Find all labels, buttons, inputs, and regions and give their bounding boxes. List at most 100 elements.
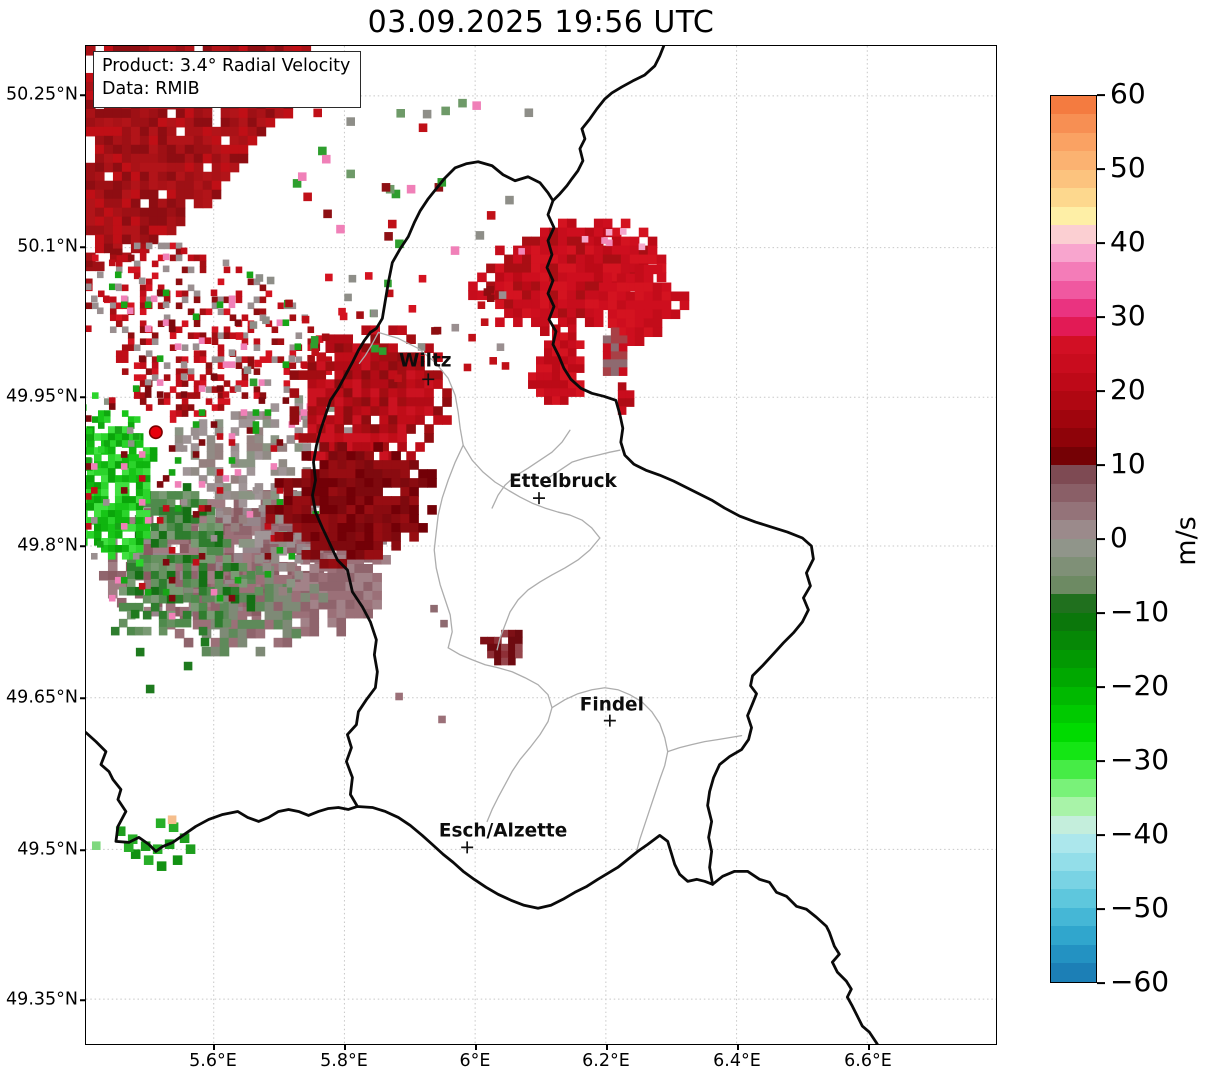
city-labels: Wiltz Ettelbruck Findel Esch/Alzette bbox=[399, 350, 644, 854]
colorbar-tick-label: 30 bbox=[1110, 299, 1146, 333]
radar-echo-cells bbox=[86, 46, 690, 871]
colorbar-segment bbox=[1051, 889, 1096, 908]
colorbar-segment bbox=[1051, 225, 1096, 244]
colorbar-segment bbox=[1051, 206, 1096, 226]
colorbar-segment bbox=[1051, 612, 1096, 632]
colorbar-tick-mark bbox=[1097, 94, 1105, 96]
colorbar-tick-mark bbox=[1097, 760, 1105, 762]
colorbar-segment bbox=[1051, 317, 1096, 336]
lat-tick-mark bbox=[80, 396, 85, 398]
lon-tick-label: 6°E bbox=[459, 1051, 491, 1071]
colorbar-segment bbox=[1051, 96, 1096, 115]
lon-tick-label: 5.8°E bbox=[320, 1051, 368, 1071]
colorbar-tick-label: −30 bbox=[1110, 743, 1170, 777]
colorbar-tick-mark bbox=[1097, 538, 1105, 540]
colorbar-tick-label: −20 bbox=[1110, 669, 1170, 703]
product-label: Product: 3.4° Radial Velocity bbox=[102, 56, 351, 76]
colorbar-tick-label: 60 bbox=[1110, 77, 1146, 111]
colorbar-segment bbox=[1051, 409, 1096, 429]
colorbar-tick-mark bbox=[1097, 464, 1105, 466]
france-germany-border bbox=[711, 869, 879, 1044]
colorbar-segment bbox=[1051, 649, 1096, 669]
lat-tick-mark bbox=[80, 849, 85, 851]
colorbar-segment bbox=[1051, 151, 1096, 170]
colorbar-tick-label: 50 bbox=[1110, 151, 1146, 185]
colorbar-segment bbox=[1051, 686, 1096, 705]
colorbar-segment bbox=[1051, 723, 1096, 742]
colorbar-segment bbox=[1051, 446, 1096, 466]
city-label: Ettelbruck bbox=[509, 471, 617, 492]
colorbar-tick-mark bbox=[1097, 316, 1105, 318]
colorbar-segment bbox=[1051, 335, 1096, 355]
lat-tick-mark bbox=[80, 697, 85, 699]
radar-map-canvas: Wiltz Ettelbruck Findel Esch/Alzette bbox=[86, 46, 996, 1044]
lon-tick-label: 6.4°E bbox=[713, 1051, 761, 1071]
lat-tick-mark bbox=[80, 246, 85, 248]
colorbar bbox=[1050, 95, 1097, 983]
lon-tick-label: 6.6°E bbox=[844, 1051, 892, 1071]
colorbar-segment bbox=[1051, 778, 1096, 798]
colorbar-tick-mark bbox=[1097, 908, 1105, 910]
colorbar-tick-label: −60 bbox=[1110, 965, 1170, 999]
colorbar-segment bbox=[1051, 852, 1096, 872]
lat-tick-label: 50.25°N bbox=[6, 84, 78, 105]
lon-tick-label: 5.6°E bbox=[189, 1051, 237, 1071]
colorbar-tick-label: −50 bbox=[1110, 891, 1170, 925]
lon-tick-mark bbox=[213, 1045, 215, 1050]
city-label: Wiltz bbox=[399, 350, 452, 371]
map-panel: Wiltz Ettelbruck Findel Esch/Alzette Produc… bbox=[85, 45, 997, 1045]
radar-site-marker bbox=[145, 421, 167, 443]
colorbar-segment bbox=[1051, 280, 1096, 299]
lat-tick-mark bbox=[80, 94, 85, 96]
figure-title: 03.09.2025 19:56 UTC bbox=[367, 5, 715, 40]
colorbar-segment bbox=[1051, 188, 1096, 207]
lat-tick-label: 49.35°N bbox=[6, 989, 78, 1010]
colorbar-tick-label: 20 bbox=[1110, 373, 1146, 407]
colorbar-segment bbox=[1051, 391, 1096, 410]
colorbar-segment bbox=[1051, 483, 1096, 502]
colorbar-tick-label: 10 bbox=[1110, 447, 1146, 481]
lat-tick-label: 49.95°N bbox=[6, 386, 78, 407]
colorbar-segment bbox=[1051, 557, 1096, 576]
lon-tick-label: 6.2°E bbox=[582, 1051, 630, 1071]
colorbar-segment bbox=[1051, 262, 1096, 281]
colorbar-segment bbox=[1051, 372, 1096, 392]
colorbar-segment bbox=[1051, 907, 1096, 927]
colorbar-unit-label: m/s bbox=[1171, 516, 1202, 566]
colorbar-segment bbox=[1051, 704, 1096, 724]
lat-tick-label: 50.1°N bbox=[17, 236, 78, 257]
colorbar-tick-mark bbox=[1097, 686, 1105, 688]
lon-tick-mark bbox=[344, 1045, 346, 1050]
colorbar-segment bbox=[1051, 132, 1096, 152]
colorbar-tick-label: −10 bbox=[1110, 595, 1170, 629]
colorbar-segment bbox=[1051, 428, 1096, 447]
colorbar-tick-mark bbox=[1097, 242, 1105, 244]
colorbar-segment bbox=[1051, 520, 1096, 539]
colorbar-tick-label: 40 bbox=[1110, 225, 1146, 259]
colorbar-segment bbox=[1051, 354, 1096, 373]
colorbar-segment bbox=[1051, 243, 1096, 263]
colorbar-tick-mark bbox=[1097, 612, 1105, 614]
colorbar-segment bbox=[1051, 760, 1096, 779]
colorbar-segment bbox=[1051, 575, 1096, 595]
lon-tick-mark bbox=[868, 1045, 870, 1050]
colorbar-segment bbox=[1051, 944, 1096, 964]
lon-tick-mark bbox=[475, 1045, 477, 1050]
colorbar-segment bbox=[1051, 871, 1096, 890]
colorbar-segment bbox=[1051, 834, 1096, 853]
colorbar-segment bbox=[1051, 538, 1096, 558]
luxembourg-border bbox=[311, 160, 815, 910]
lat-tick-mark bbox=[80, 545, 85, 547]
colorbar-segment bbox=[1051, 501, 1096, 521]
city-marker bbox=[533, 492, 545, 505]
lon-tick-mark bbox=[737, 1045, 739, 1050]
colorbar-tick-mark bbox=[1097, 834, 1105, 836]
data-source-label: Data: RMIB bbox=[102, 79, 200, 100]
lat-tick-label: 49.65°N bbox=[6, 687, 78, 708]
colorbar-segment bbox=[1051, 594, 1096, 613]
colorbar-segment bbox=[1051, 631, 1096, 650]
city-marker bbox=[422, 373, 435, 386]
city-label: Esch/Alzette bbox=[439, 820, 567, 841]
product-info-box: Product: 3.4° Radial Velocity Data: RMIB bbox=[93, 51, 362, 108]
lat-tick-mark bbox=[80, 999, 85, 1001]
